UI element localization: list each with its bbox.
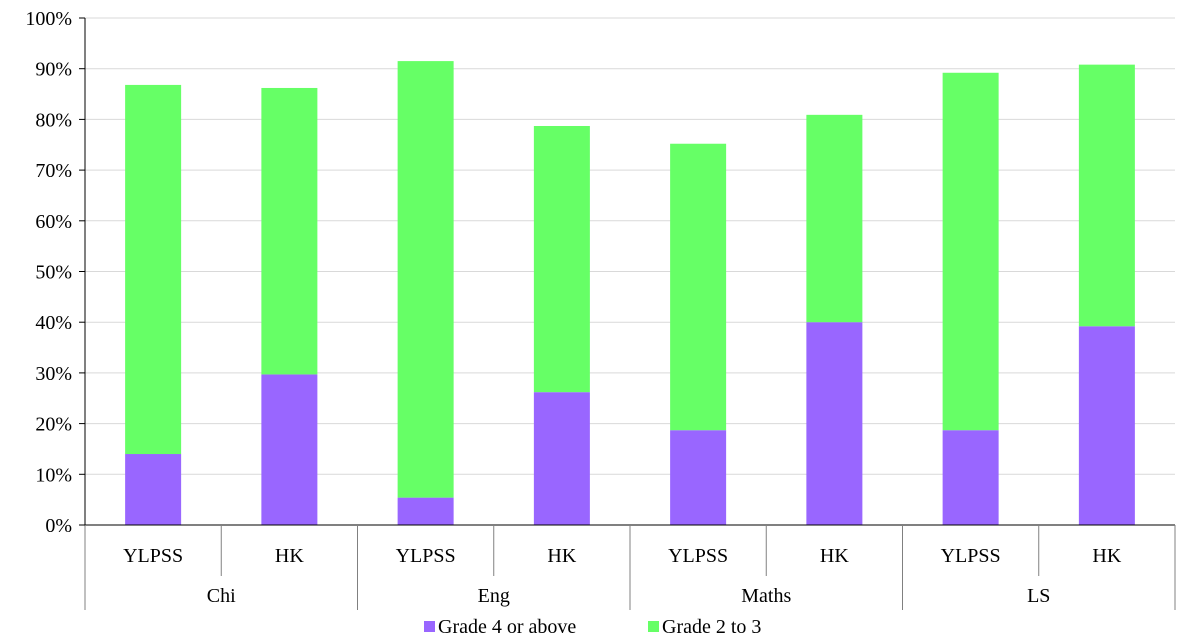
legend: Grade 4 or above Grade 2 to 3 xyxy=(424,616,761,638)
x-category-label: HK xyxy=(547,545,576,567)
x-category-label: HK xyxy=(1092,545,1121,567)
bar-grade-4-or-above xyxy=(261,374,318,525)
y-tick-label: 90% xyxy=(35,59,72,81)
x-group-label: Chi xyxy=(207,585,236,607)
x-category-label: HK xyxy=(820,545,849,567)
y-tick-label: 80% xyxy=(35,109,72,131)
bar-grade-4-or-above xyxy=(1078,326,1135,525)
y-tick-label: 70% xyxy=(35,160,72,182)
bar-grade-4-or-above xyxy=(125,454,182,525)
bar-grade-4-or-above xyxy=(397,497,454,525)
x-group-label: Maths xyxy=(741,585,791,607)
bar-grade-2-to-3 xyxy=(806,114,863,323)
bar-grade-4-or-above xyxy=(533,392,590,525)
legend-swatch xyxy=(424,621,435,632)
x-category-label: HK xyxy=(275,545,304,567)
y-tick-label: 20% xyxy=(35,414,72,436)
x-axis-labels: YLPSS HK YLPSS HK YLPSS HK YLPSS HK Chi Eng Maths L… xyxy=(123,545,1122,607)
x-group-label: Eng xyxy=(478,585,510,607)
y-tick-label: 100% xyxy=(25,8,72,30)
x-category-label: YLPSS xyxy=(123,545,183,567)
x-group-label: LS xyxy=(1027,585,1050,607)
bars xyxy=(125,61,1135,525)
bar-grade-2-to-3 xyxy=(1078,64,1135,327)
y-tick-label: 60% xyxy=(35,211,72,233)
gridlines xyxy=(85,17,1175,475)
legend-label: Grade 2 to 3 xyxy=(662,616,761,638)
bar-grade-2-to-3 xyxy=(942,72,999,431)
bar-grade-2-to-3 xyxy=(261,87,318,375)
y-tick-label: 50% xyxy=(35,262,72,284)
x-category-label: YLPSS xyxy=(941,545,1001,567)
y-tick-label: 30% xyxy=(35,363,72,385)
axes xyxy=(84,18,1176,610)
bar-grade-2-to-3 xyxy=(125,84,182,455)
bar-grade-4-or-above xyxy=(806,322,863,525)
y-tick-label: 10% xyxy=(35,464,72,486)
bar-grade-2-to-3 xyxy=(397,61,454,498)
bar-grade-2-to-3 xyxy=(533,125,590,393)
legend-swatch xyxy=(648,621,659,632)
x-category-label: YLPSS xyxy=(668,545,728,567)
y-tick-label: 0% xyxy=(45,515,72,537)
legend-label: Grade 4 or above xyxy=(438,616,576,638)
y-axis-ticks: 0% 10% 20% 30% 40% 50% 60% 70% 80% 90% 100% xyxy=(25,8,85,537)
bar-grade-4-or-above xyxy=(942,430,999,525)
x-category-label: YLPSS xyxy=(396,545,456,567)
bar-grade-2-to-3 xyxy=(670,143,727,431)
y-tick-label: 40% xyxy=(35,312,72,334)
bar-grade-4-or-above xyxy=(670,430,727,525)
